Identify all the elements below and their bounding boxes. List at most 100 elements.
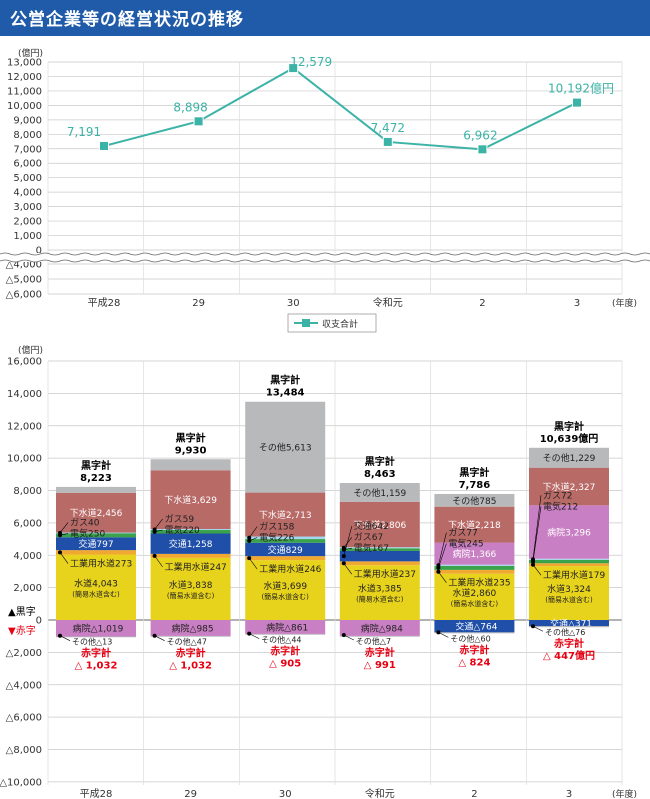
bar-negative-segment-label: 病院△1,019 [73, 623, 124, 635]
bar-positive-total-value: 13,484 [266, 388, 305, 399]
bar-segment-hospital [434, 542, 515, 565]
bar-y-tick-label: △6,000 [6, 713, 42, 724]
bar-segment-gas [529, 558, 609, 560]
bar-segment-label: 下水道2,456 [70, 507, 123, 519]
bar-callout-line [532, 495, 542, 560]
line-point-marker [288, 63, 299, 74]
bar-negative-segment-hospital [150, 620, 231, 636]
bar-segment-label: 水道3,838 [169, 579, 213, 591]
bar-segment-industrial_water [339, 561, 420, 566]
line-series-income-total [103, 66, 578, 151]
bar-positive-total-value: 8,463 [364, 469, 396, 480]
bar-negative-segment-other [529, 626, 609, 628]
bar-callout-line [154, 555, 163, 568]
bar-segment-industrial_water [529, 563, 609, 567]
line-y-tick-label: 8,000 [13, 130, 42, 141]
bar-negative-total-label: 赤字計 [365, 646, 395, 659]
bar-segment-water [339, 565, 420, 620]
bar-segment-water [150, 557, 231, 620]
bar-segment-sewer [245, 492, 326, 537]
bar-segment-label: 工業用水道273 [70, 558, 132, 570]
bar-callout-line [59, 552, 69, 564]
bar-callout-line [532, 506, 542, 562]
bar-segment-gas [56, 532, 136, 534]
bar-negative-segment-traffic [434, 620, 515, 633]
bar-segment-electric [150, 529, 231, 534]
bar-segment-water [245, 560, 326, 620]
bar-segment-water [529, 566, 609, 620]
bar-segment-gas [150, 528, 231, 530]
bar-segment-sublabel: (簡易水道含む) [72, 589, 120, 598]
bar-segment-sewer [150, 470, 231, 529]
bar-segment-label: その他1,229 [543, 452, 596, 464]
bar-positive-total-value: 7,786 [459, 480, 491, 491]
line-y-tick-label: 5,000 [13, 173, 42, 184]
bar-segment-label: 病院1,366 [453, 548, 497, 560]
bar-negative-total-value: △ 991 [364, 660, 396, 671]
bar-callout-line [59, 533, 69, 536]
bar-segment-traffic [56, 537, 136, 551]
bar-segment-other [245, 401, 326, 493]
bar-y-tick-label: 6,000 [13, 518, 42, 529]
bar-negative-segment-label: その他△76 [545, 627, 585, 637]
bar-segment-label: 水道3,385 [358, 583, 402, 595]
bar-segment-label: 病院3,296 [547, 527, 591, 539]
line-point-label: 8,898 [173, 100, 207, 114]
line-point-marker [193, 116, 204, 127]
bar-callout-line [532, 564, 542, 576]
line-legend-label: 収支合計 [322, 318, 358, 330]
bar-x-tick-label: 令和元 [365, 787, 395, 799]
bar-segment-label: 水道4,043 [74, 577, 118, 589]
bar-segment-label: 水道3,324 [547, 583, 591, 595]
bar-segment-gas [434, 564, 515, 566]
bar-callout-line [154, 635, 165, 641]
bar-segment-label: 電気245 [448, 538, 483, 550]
bar-negative-segment-label: その他△60 [450, 633, 490, 643]
bar-callout-line [154, 529, 163, 533]
bar-negative-segment-traffic [529, 620, 609, 627]
bar-callout-line [59, 522, 69, 534]
bar-negative-total-label: 赤字計 [81, 647, 111, 660]
bar-negative-segment-label: 病院△984 [361, 622, 403, 634]
bar-x-tick-label: 3 [566, 789, 572, 799]
bar-negative-total-label: 赤字計 [459, 643, 489, 656]
axis-break-wave [0, 259, 650, 263]
bar-segment-electric [56, 533, 136, 538]
bar-positive-total-label: 黒字計 [554, 420, 584, 433]
page-title: 公営企業等の経営状況の推移 [10, 10, 244, 30]
bar-x-unit: (年度) [612, 788, 637, 799]
bar-positive-total-label: 黒字計 [365, 455, 395, 468]
bar-callout-line [438, 532, 447, 566]
line-x-tick-label: 3 [574, 298, 580, 309]
bar-y-tick-label: △8,000 [6, 745, 42, 756]
bar-callout-line [249, 537, 258, 542]
line-y-tick-label: 11,000 [7, 86, 42, 97]
bar-legend-black: ▲黒字 [8, 605, 36, 618]
bar-negative-segment-label: その他△47 [167, 637, 207, 647]
bar-segment-water [56, 554, 136, 620]
bar-negative-segment-other [150, 635, 231, 637]
bar-segment-label: ガス59 [165, 514, 195, 525]
bar-callout-line [343, 563, 353, 575]
bar-callout-line [59, 635, 71, 641]
bar-segment-label: その他1,159 [353, 487, 406, 499]
line-legend-box [287, 313, 377, 333]
bar-callout-line [154, 518, 163, 530]
bar-y-tick-label: 4,000 [13, 551, 42, 562]
line-y-tick-label: 6,000 [13, 159, 42, 170]
line-y-tick-label: 2,000 [13, 217, 42, 228]
bar-segment-other [434, 493, 515, 507]
bar-segment-label: その他785 [452, 495, 496, 507]
bar-segment-sewer [56, 492, 136, 533]
bar-negative-segment-label: 病院△861 [266, 621, 308, 633]
bar-segment-label: ガス40 [70, 518, 100, 529]
bar-negative-total-value: △ 1,032 [75, 661, 118, 672]
line-y-tick-label: 1,000 [13, 231, 42, 242]
bar-x-tick-label: 30 [279, 789, 292, 799]
bar-negative-segment-label: 病院△985 [172, 622, 214, 634]
bar-y-tick-label: △4,000 [6, 680, 42, 691]
line-point-label: 10,192億円 [548, 82, 614, 96]
bar-negative-segment-label: その他△13 [72, 637, 112, 647]
bar-y-tick-label: 0 [36, 616, 42, 627]
